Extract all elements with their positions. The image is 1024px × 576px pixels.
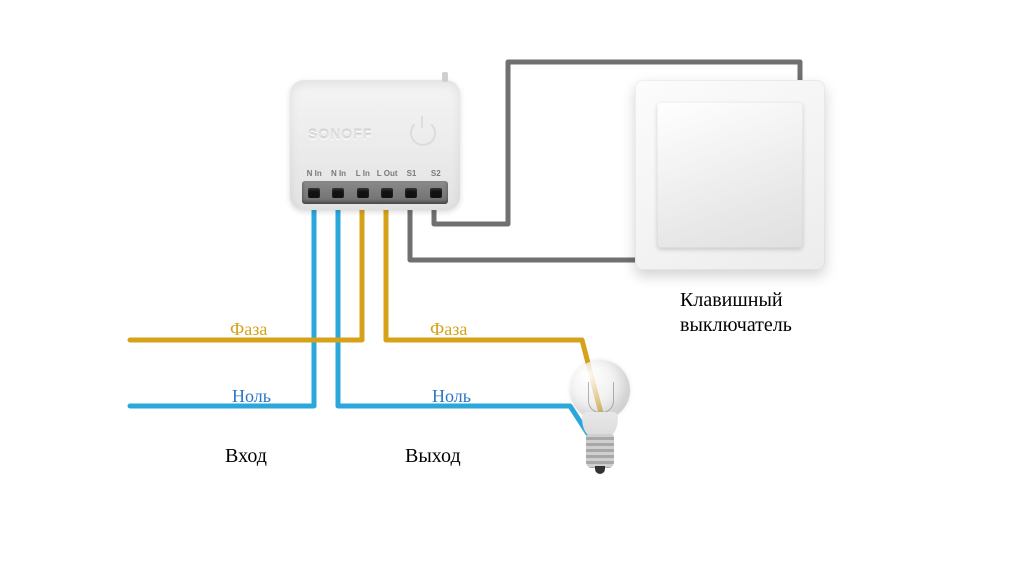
wire-layer xyxy=(0,0,1024,576)
bulb-screw xyxy=(586,434,614,468)
wire-neutral-in xyxy=(130,210,314,406)
terminal-port xyxy=(399,184,423,204)
terminal-label: L Out xyxy=(375,169,399,178)
terminal-labels-row: N In N In L In L Out S1 S2 xyxy=(302,169,448,178)
label-null-in: Ноль xyxy=(232,386,271,407)
terminal-port xyxy=(424,184,448,204)
sonoff-relay: SONOFF N In N In L In L Out S1 S2 xyxy=(290,80,460,210)
label-phase-in: Фаза xyxy=(230,319,267,340)
wire-switch-s1 xyxy=(410,210,660,260)
wiring-diagram: SONOFF N In N In L In L Out S1 S2 xyxy=(0,0,1024,576)
power-icon xyxy=(410,120,436,146)
wall-switch xyxy=(635,80,825,270)
light-bulb xyxy=(560,360,640,490)
terminal-label: N In xyxy=(326,169,350,178)
terminal-port xyxy=(302,184,326,204)
label-null-out: Ноль xyxy=(432,386,471,407)
terminal-port xyxy=(351,184,375,204)
bulb-tip xyxy=(595,466,605,474)
terminal-label: S2 xyxy=(424,169,448,178)
label-output: Выход xyxy=(405,445,461,468)
terminal-port xyxy=(326,184,350,204)
terminal-strip xyxy=(302,181,448,204)
terminal-label: N In xyxy=(302,169,326,178)
terminal-label: S1 xyxy=(399,169,423,178)
bulb-neck xyxy=(582,412,618,436)
label-phase-out: Фаза xyxy=(430,319,467,340)
bulb-filament-icon xyxy=(588,382,614,413)
terminal-port xyxy=(375,184,399,204)
terminal-label: L In xyxy=(351,169,375,178)
relay-brand-label: SONOFF xyxy=(308,126,372,142)
label-input: Вход xyxy=(225,445,267,468)
relay-antenna xyxy=(442,72,448,82)
label-switch: Клавишныйвыключатель xyxy=(680,288,792,338)
